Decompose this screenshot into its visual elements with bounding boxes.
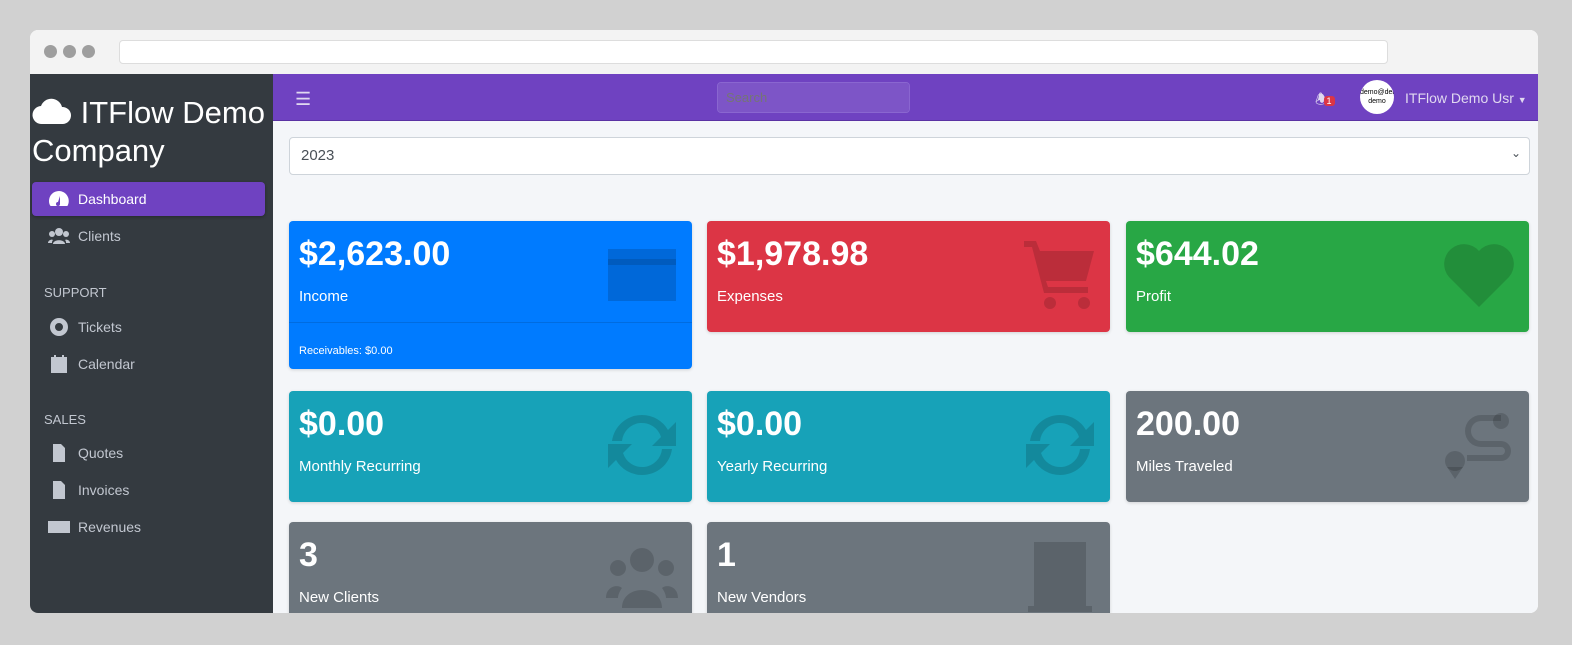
stat-card-miles-traveled[interactable]: 200.00 Miles Traveled bbox=[1126, 391, 1529, 502]
address-bar[interactable] bbox=[119, 40, 1388, 64]
notification-badge: 1 bbox=[1323, 96, 1335, 106]
stat-value: $1,978.98 bbox=[717, 235, 869, 273]
brand-name: ITFlow Demo Company bbox=[32, 95, 265, 168]
window-dot[interactable] bbox=[63, 45, 76, 58]
stat-label: Yearly Recurring bbox=[717, 458, 828, 475]
life-ring-icon bbox=[50, 318, 68, 336]
user-menu[interactable]: ITFlow Demo Usr ▼ bbox=[1405, 90, 1527, 106]
dashboard-content: 2023 ⌄ $2,623.00 Income Receivables: $0.00 $… bbox=[273, 121, 1538, 613]
sidebar-item-label: Dashboard bbox=[78, 191, 147, 207]
stat-label: Miles Traveled bbox=[1136, 458, 1233, 475]
sidebar-item-dashboard[interactable]: Dashboard bbox=[32, 182, 265, 216]
window-dot[interactable] bbox=[82, 45, 95, 58]
heart-icon bbox=[1444, 244, 1514, 307]
users-icon bbox=[606, 548, 678, 608]
stat-value: 1 bbox=[717, 536, 736, 574]
browser-chrome bbox=[30, 30, 1538, 74]
calendar-icon bbox=[51, 355, 67, 373]
stat-label: New Vendors bbox=[717, 589, 807, 606]
stat-value: $0.00 bbox=[717, 405, 803, 443]
file-icon bbox=[53, 444, 65, 462]
section-header-sales: SALES bbox=[44, 412, 86, 427]
invoice-icon bbox=[53, 481, 65, 499]
stat-card-new-clients[interactable]: 3 New Clients bbox=[289, 522, 692, 613]
menu-toggle-icon[interactable]: ☰ bbox=[295, 89, 312, 109]
brand-link[interactable]: ITFlow Demo Company bbox=[30, 74, 273, 170]
year-select[interactable]: 2023 ⌄ bbox=[289, 137, 1530, 175]
stat-value: $0.00 bbox=[299, 405, 385, 443]
sidebar-item-tickets[interactable]: Tickets bbox=[32, 310, 265, 344]
gauge-icon bbox=[49, 191, 69, 206]
top-navbar: ☰ ⚲ 🕭1 demo@demo demo ITFlow Demo Usr ▼ bbox=[273, 74, 1538, 121]
stat-label: Monthly Recurring bbox=[299, 458, 421, 475]
sidebar-item-label: Revenues bbox=[78, 519, 142, 535]
route-icon bbox=[1445, 413, 1511, 479]
shopping-cart-icon bbox=[1024, 241, 1094, 309]
credit-card-icon bbox=[48, 521, 70, 533]
stat-value: $2,623.00 bbox=[299, 235, 451, 273]
users-icon bbox=[48, 228, 70, 244]
stat-card-new-vendors[interactable]: 1 New Vendors bbox=[707, 522, 1110, 613]
caret-down-icon: ▼ bbox=[1517, 95, 1527, 105]
sync-icon bbox=[608, 414, 676, 476]
sidebar: ITFlow Demo Company Dashboard Clients SU… bbox=[30, 74, 273, 613]
stat-card-monthly-recurring[interactable]: $0.00 Monthly Recurring bbox=[289, 391, 692, 502]
sidebar-item-invoices[interactable]: Invoices bbox=[32, 473, 265, 507]
divider bbox=[289, 322, 692, 323]
chevron-down-icon: ⌄ bbox=[1510, 146, 1521, 160]
browser-window: ITFlow Demo Company Dashboard Clients SU… bbox=[30, 30, 1538, 613]
sidebar-item-label: Quotes bbox=[78, 445, 124, 461]
stat-card-profit[interactable]: $644.02 Profit bbox=[1126, 221, 1529, 332]
stat-value: 3 bbox=[299, 536, 318, 574]
sidebar-item-label: Clients bbox=[78, 228, 121, 244]
stat-card-income[interactable]: $2,623.00 Income Receivables: $0.00 bbox=[289, 221, 692, 369]
section-header-support: SUPPORT bbox=[44, 285, 107, 300]
avatar[interactable]: demo@demo demo bbox=[1360, 80, 1394, 114]
year-select-value: 2023 bbox=[301, 147, 335, 164]
stat-value: $644.02 bbox=[1136, 235, 1259, 273]
sync-icon bbox=[1026, 414, 1094, 476]
stat-value: 200.00 bbox=[1136, 405, 1240, 443]
search-form: ⚲ bbox=[717, 82, 910, 113]
stat-label: Income bbox=[299, 288, 349, 305]
search-input[interactable] bbox=[718, 83, 909, 112]
stat-label: New Clients bbox=[299, 589, 380, 606]
sidebar-item-calendar[interactable]: Calendar bbox=[32, 347, 265, 381]
stat-label: Expenses bbox=[717, 288, 783, 305]
sidebar-item-label: Calendar bbox=[78, 356, 135, 372]
stat-card-yearly-recurring[interactable]: $0.00 Yearly Recurring bbox=[707, 391, 1110, 502]
sidebar-item-clients[interactable]: Clients bbox=[32, 219, 265, 253]
stat-label: Profit bbox=[1136, 288, 1172, 305]
window-dot[interactable] bbox=[44, 45, 57, 58]
sidebar-item-label: Tickets bbox=[78, 319, 122, 335]
user-name: ITFlow Demo Usr bbox=[1405, 90, 1514, 106]
receivables-text: Receivables: $0.00 bbox=[299, 345, 393, 357]
sidebar-item-revenues[interactable]: Revenues bbox=[32, 510, 265, 544]
notifications-button[interactable]: 🕭1 bbox=[1315, 89, 1335, 113]
sidebar-item-label: Invoices bbox=[78, 482, 130, 498]
stat-card-expenses[interactable]: $1,978.98 Expenses bbox=[707, 221, 1110, 332]
cloud-icon bbox=[32, 98, 72, 125]
sidebar-item-quotes[interactable]: Quotes bbox=[32, 436, 265, 470]
credit-card-icon bbox=[608, 249, 676, 301]
building-icon bbox=[1028, 542, 1092, 612]
